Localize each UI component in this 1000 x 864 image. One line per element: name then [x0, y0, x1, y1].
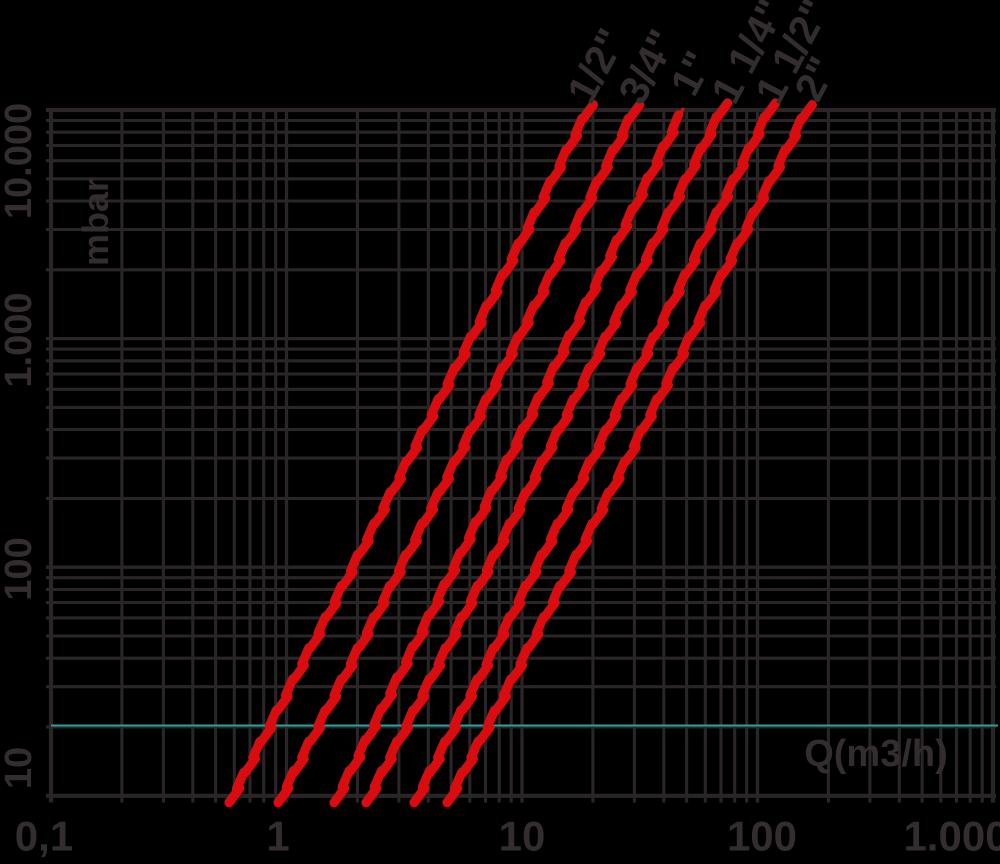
svg-text:100: 100 [0, 537, 40, 600]
svg-text:10: 10 [0, 747, 40, 789]
svg-text:Q(m3/h): Q(m3/h) [804, 733, 948, 775]
svg-text:1.000: 1.000 [903, 813, 1000, 860]
svg-text:10.000: 10.000 [0, 103, 40, 219]
svg-text:1.000: 1.000 [0, 292, 40, 387]
svg-text:mbar: mbar [75, 178, 116, 266]
svg-text:0,1: 0,1 [15, 813, 73, 860]
svg-text:1: 1 [266, 813, 289, 860]
svg-text:100: 100 [727, 813, 797, 860]
svg-text:10: 10 [499, 813, 546, 860]
